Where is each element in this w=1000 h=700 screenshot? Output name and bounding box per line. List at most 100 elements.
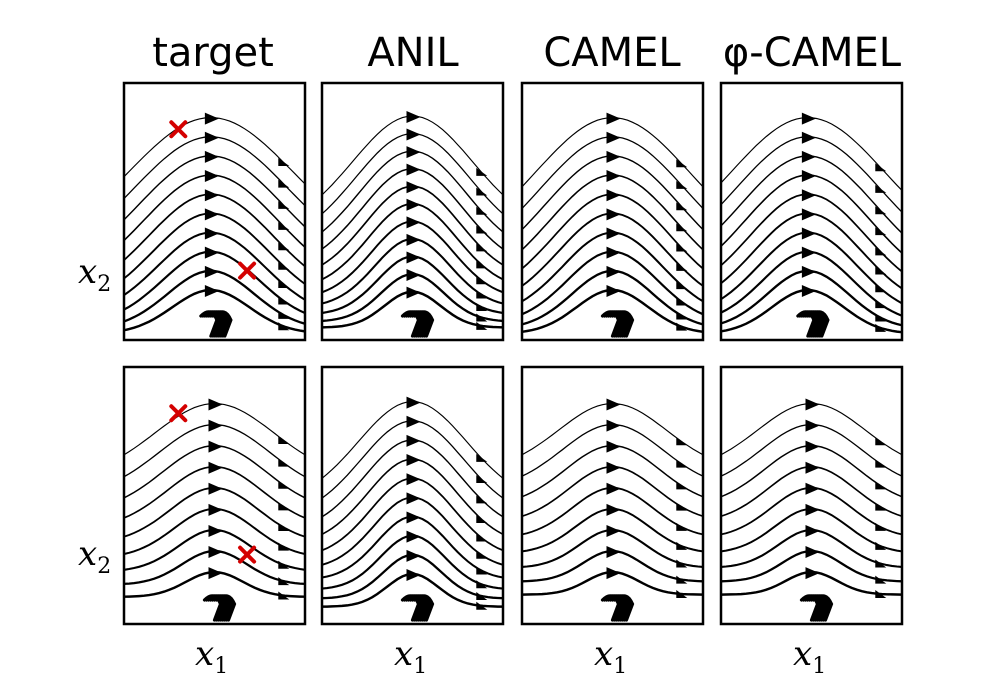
streamline-arrow xyxy=(606,150,621,163)
panel-frame xyxy=(320,81,505,342)
streamline-arrow xyxy=(208,546,223,559)
streamline-arrow xyxy=(208,503,223,516)
streamline-arrow xyxy=(676,575,688,584)
streamline-arrow xyxy=(406,163,421,176)
x-axis-label-phi-camel-sub: 1 xyxy=(812,654,826,679)
red-cross-stroke xyxy=(169,120,188,139)
streamline-arrow xyxy=(676,262,688,271)
streamline-arrow xyxy=(406,216,421,229)
streamline xyxy=(721,174,902,255)
streamline-arrow xyxy=(278,435,290,444)
streamline-arrow xyxy=(406,269,421,282)
streamline-arrow xyxy=(805,567,820,580)
streamline-arrow xyxy=(606,546,621,559)
panel-frame xyxy=(122,365,307,626)
streamline-arrow xyxy=(606,131,621,144)
streamline-arrow xyxy=(476,225,488,234)
streamline-arrow xyxy=(208,482,223,495)
streamline xyxy=(322,534,503,590)
streamline-arrow xyxy=(208,461,223,474)
streamline-arrow xyxy=(406,492,421,505)
panel-streamlines xyxy=(124,398,305,622)
streamline-arrow xyxy=(801,246,816,259)
panel-streamlines xyxy=(522,398,703,622)
streamline-arrow xyxy=(875,300,887,309)
red-cross-stroke xyxy=(169,404,188,423)
streamline-arrow xyxy=(278,322,290,331)
streamline-arrow xyxy=(805,461,820,474)
streamline-arrow xyxy=(801,131,816,144)
streamline-arrow xyxy=(606,246,621,259)
streamline-arrow xyxy=(476,495,488,504)
streamline-arrow xyxy=(606,285,621,298)
streamline-arrow xyxy=(406,128,421,141)
y-axis-label-bottom-main: x xyxy=(78,534,97,574)
panel-frame xyxy=(520,365,705,626)
streamline xyxy=(322,202,503,281)
streamline-arrow xyxy=(278,279,290,288)
streamline-arrow xyxy=(406,454,421,467)
streamline-arrow xyxy=(875,575,887,584)
streamline-arrow xyxy=(476,592,488,601)
streamline-arrow xyxy=(676,437,688,446)
streamline-arrow xyxy=(476,276,488,285)
streamline-arrow xyxy=(875,559,887,568)
source-blob-stroke xyxy=(614,594,635,622)
panel-streamlines xyxy=(124,112,305,338)
streamline-arrow xyxy=(676,281,688,290)
streamline-arrow xyxy=(406,511,421,524)
x-axis-label-anil-sub: 1 xyxy=(413,654,427,679)
streamline-arrow xyxy=(875,184,887,193)
streamline-arrow xyxy=(406,549,421,562)
y-axis-label-bottom-sub: 2 xyxy=(97,554,111,579)
streamline-arrow xyxy=(208,524,223,537)
streamline-arrow xyxy=(476,302,488,311)
streamline-arrow xyxy=(801,189,816,202)
streamline-arrow xyxy=(476,474,488,483)
streamline-arrow xyxy=(204,265,219,278)
streamline-arrow xyxy=(875,284,887,293)
streamline-arrow xyxy=(805,482,820,495)
streamline xyxy=(721,136,902,214)
streamline-arrow xyxy=(476,566,488,575)
red-cross-stroke xyxy=(238,545,257,564)
streamline xyxy=(124,423,305,478)
streamline-arrow xyxy=(278,242,290,251)
streamline-arrow xyxy=(278,577,290,586)
streamline-arrow xyxy=(278,157,290,166)
streamline xyxy=(721,117,902,192)
streamline-arrow xyxy=(204,131,219,144)
source-blob-stroke xyxy=(414,310,435,338)
streamline-arrow xyxy=(406,110,421,123)
panel-anil-row2 xyxy=(320,365,505,626)
streamline-arrow xyxy=(278,221,290,230)
red-cross-marker xyxy=(238,261,257,280)
streamline-arrow xyxy=(875,206,887,215)
streamline-arrow xyxy=(676,180,688,189)
streamline-arrow xyxy=(278,523,290,532)
streamline-arrow xyxy=(406,233,421,246)
streamline-arrow xyxy=(208,567,223,580)
red-cross-stroke xyxy=(238,261,257,280)
streamline-arrow xyxy=(606,208,621,221)
streamline-arrow xyxy=(676,243,688,252)
x-axis-label-target-sub: 1 xyxy=(214,654,228,679)
streamline-arrow xyxy=(606,461,621,474)
streamline-arrow xyxy=(476,321,488,330)
streamline-arrow xyxy=(875,522,887,531)
streamline-arrow xyxy=(676,459,688,468)
streamline-arrow xyxy=(278,458,290,467)
streamline-arrow xyxy=(676,311,688,320)
column-title-camel: CAMEL xyxy=(543,30,681,76)
streamline-arrow xyxy=(875,459,887,468)
streamline-arrow xyxy=(406,434,421,447)
streamline-arrow xyxy=(875,589,887,598)
streamline-arrow xyxy=(606,503,621,516)
streamline-arrow xyxy=(606,265,621,278)
column-title-phi-camel: φ-CAMEL xyxy=(723,30,902,76)
streamline-arrow xyxy=(476,206,488,215)
y-axis-label-top-sub: 2 xyxy=(97,272,111,297)
panel-camel-row1 xyxy=(719,81,904,342)
streamline-arrow xyxy=(208,419,223,432)
